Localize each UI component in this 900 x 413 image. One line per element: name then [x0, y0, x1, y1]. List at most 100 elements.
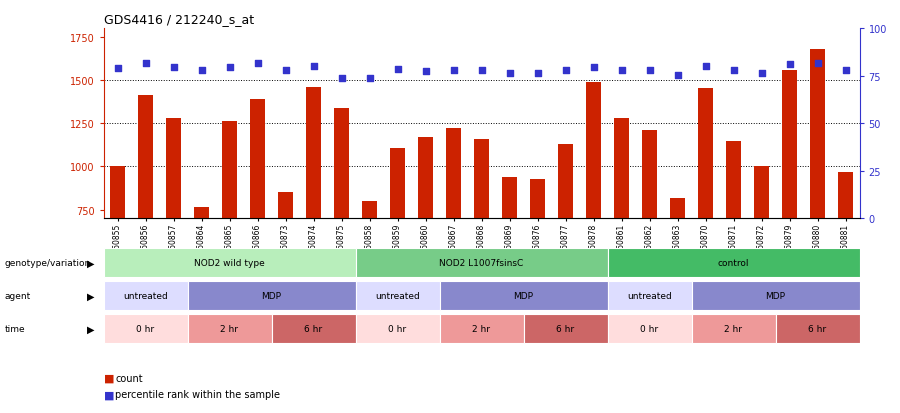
Point — [530, 71, 544, 77]
Bar — [838, 172, 853, 340]
Text: ▶: ▶ — [87, 324, 94, 334]
Point — [139, 61, 153, 68]
Point — [111, 65, 125, 72]
Point — [586, 65, 600, 71]
Point — [446, 68, 461, 74]
Bar — [608, 281, 691, 310]
Text: 6 hr: 6 hr — [808, 324, 826, 333]
Text: ▶: ▶ — [87, 258, 94, 268]
Text: 6 hr: 6 hr — [304, 324, 322, 333]
Point — [698, 64, 713, 71]
Text: 6 hr: 6 hr — [556, 324, 574, 333]
Text: agent: agent — [4, 291, 31, 300]
Bar — [356, 248, 608, 277]
Text: 2 hr: 2 hr — [724, 324, 742, 333]
Text: 0 hr: 0 hr — [641, 324, 659, 333]
Bar — [272, 314, 356, 343]
Bar — [782, 70, 797, 340]
Bar — [187, 281, 356, 310]
Bar — [642, 131, 657, 340]
Bar — [104, 281, 187, 310]
Text: NOD2 wild type: NOD2 wild type — [194, 258, 265, 267]
Text: 0 hr: 0 hr — [389, 324, 407, 333]
Text: MDP: MDP — [262, 291, 282, 300]
Text: untreated: untreated — [627, 291, 672, 300]
Text: GDS4416 / 212240_s_at: GDS4416 / 212240_s_at — [104, 13, 254, 26]
Point — [474, 68, 489, 74]
Point — [363, 76, 377, 82]
Point — [391, 66, 405, 73]
Bar — [725, 141, 742, 340]
Bar — [608, 248, 859, 277]
Bar — [187, 314, 272, 343]
Bar — [502, 178, 518, 340]
Bar — [306, 88, 321, 340]
Bar — [278, 192, 293, 340]
Text: NOD2 L1007fsinsC: NOD2 L1007fsinsC — [439, 258, 524, 267]
Point — [194, 68, 209, 74]
Bar — [446, 128, 461, 340]
Point — [334, 76, 348, 82]
Bar — [558, 145, 573, 340]
Point — [810, 60, 824, 67]
Point — [670, 72, 685, 79]
Point — [615, 67, 629, 74]
Bar — [670, 198, 685, 340]
Point — [502, 71, 517, 77]
Text: 2 hr: 2 hr — [472, 324, 490, 333]
Text: untreated: untreated — [375, 291, 420, 300]
Text: MDP: MDP — [514, 291, 534, 300]
Bar — [586, 83, 601, 340]
Bar — [334, 108, 349, 340]
Point — [250, 61, 265, 68]
Text: 0 hr: 0 hr — [137, 324, 155, 333]
Point — [643, 67, 657, 74]
Text: percentile rank within the sample: percentile rank within the sample — [115, 389, 280, 399]
Bar — [473, 140, 490, 340]
Bar — [691, 281, 860, 310]
Text: ■: ■ — [104, 389, 114, 399]
Bar — [418, 138, 433, 340]
Bar — [104, 248, 356, 277]
Bar — [194, 208, 209, 340]
Point — [278, 67, 293, 74]
Bar — [390, 149, 405, 340]
Bar — [691, 314, 776, 343]
Bar — [439, 281, 608, 310]
Text: time: time — [4, 324, 25, 333]
Bar — [524, 314, 608, 343]
Bar — [698, 88, 713, 340]
Bar — [608, 314, 691, 343]
Text: ▶: ▶ — [87, 291, 94, 301]
Point — [418, 69, 433, 76]
Bar — [104, 314, 187, 343]
Point — [754, 71, 769, 77]
Bar — [810, 50, 825, 340]
Bar — [110, 166, 125, 340]
Bar — [356, 314, 439, 343]
Point — [782, 62, 796, 69]
Point — [558, 67, 572, 74]
Text: ■: ■ — [104, 373, 114, 383]
Bar — [250, 100, 266, 340]
Point — [306, 64, 320, 71]
Point — [726, 67, 741, 74]
Bar — [439, 314, 524, 343]
Bar — [776, 314, 859, 343]
Text: 2 hr: 2 hr — [220, 324, 238, 333]
Text: MDP: MDP — [766, 291, 786, 300]
Text: untreated: untreated — [123, 291, 168, 300]
Text: genotype/variation: genotype/variation — [4, 258, 91, 267]
Text: count: count — [115, 373, 143, 383]
Bar — [166, 119, 181, 340]
Point — [166, 64, 181, 71]
Bar — [138, 95, 153, 340]
Bar — [754, 166, 770, 340]
Bar — [530, 179, 545, 340]
Text: control: control — [718, 258, 749, 267]
Point — [222, 64, 237, 71]
Bar — [362, 202, 377, 340]
Bar — [356, 281, 439, 310]
Bar — [614, 119, 629, 340]
Bar — [221, 122, 238, 340]
